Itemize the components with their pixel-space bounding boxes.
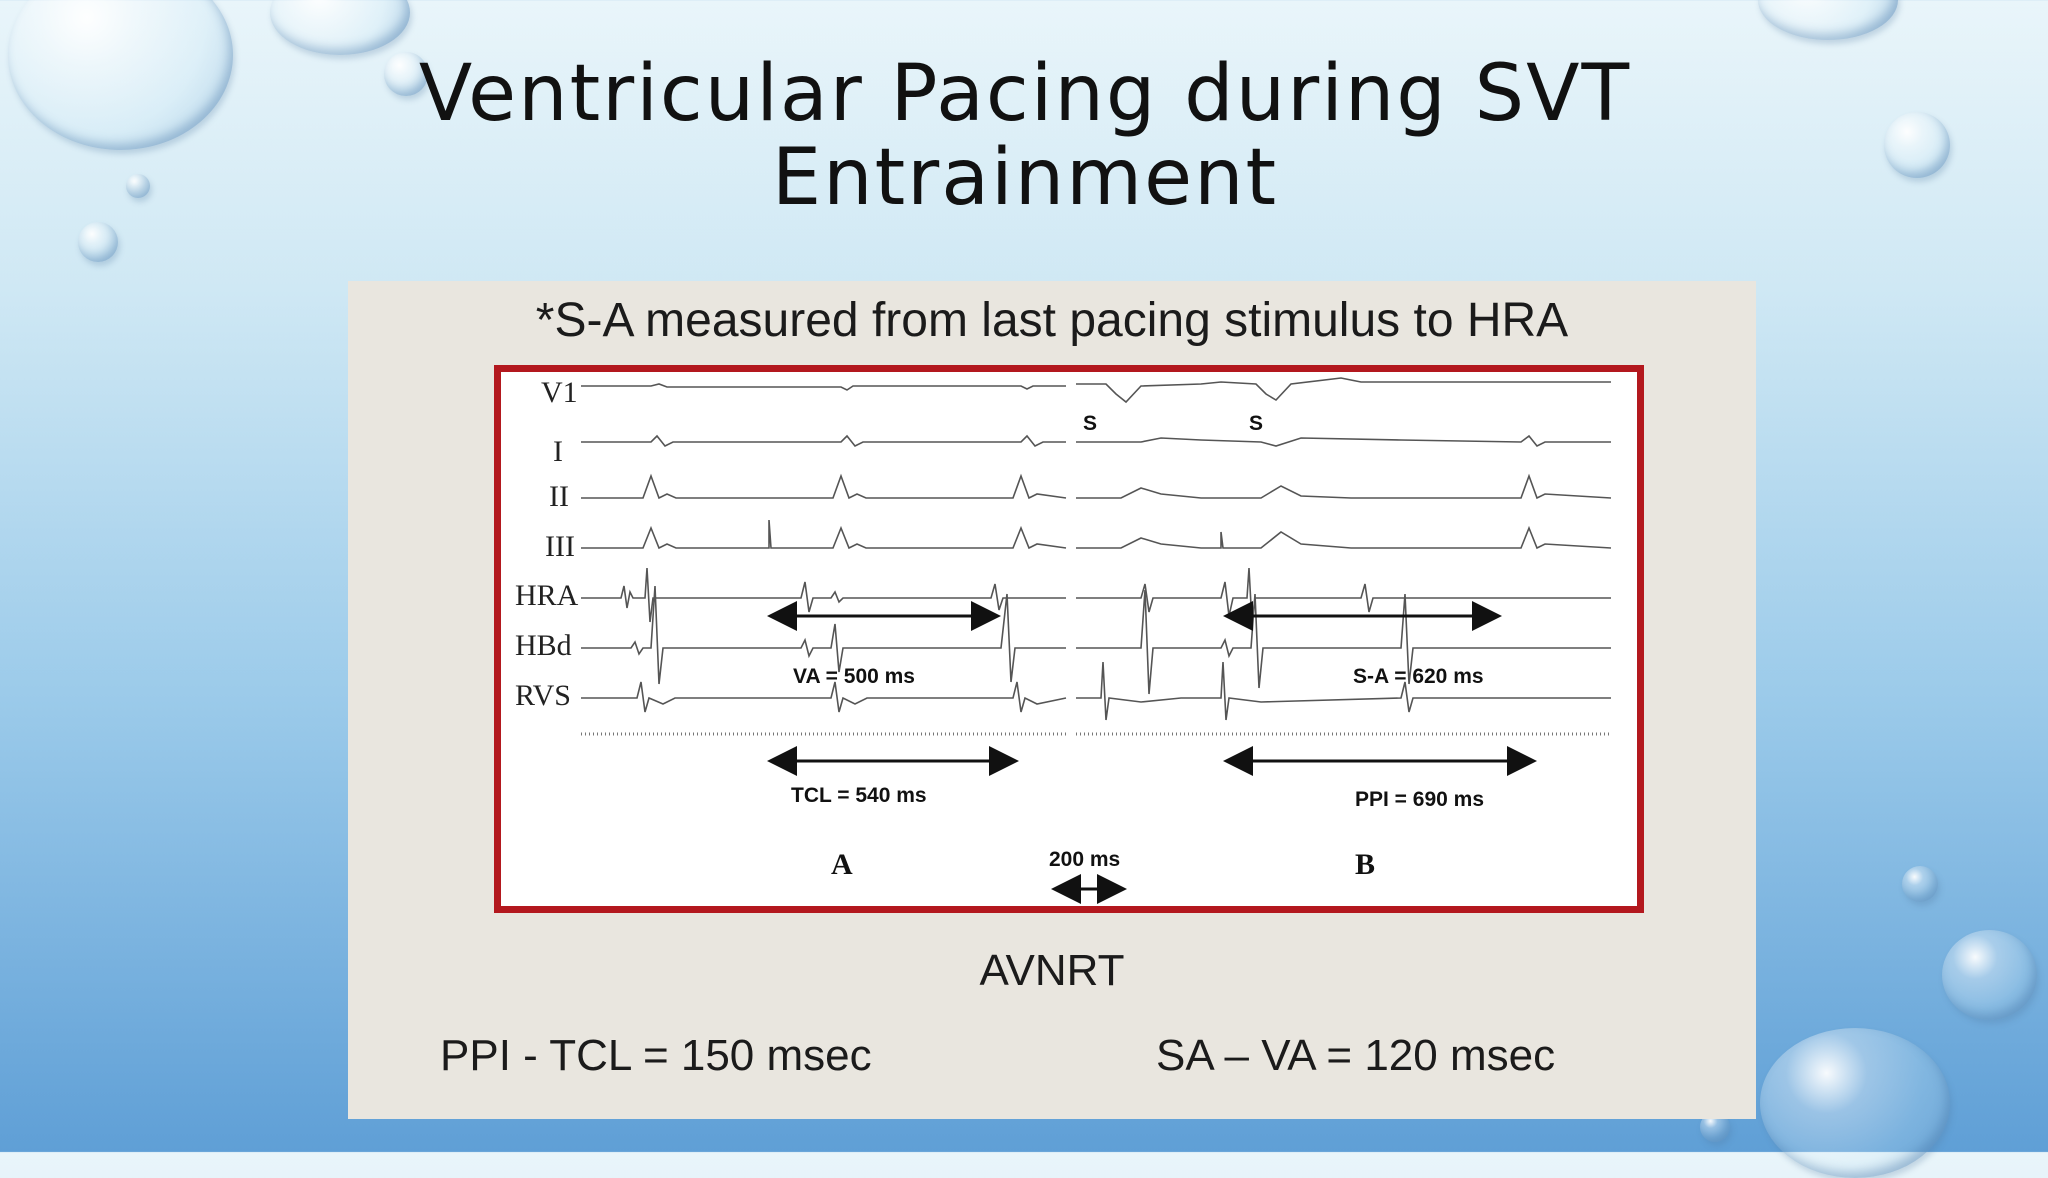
intracardiac-tracing-frame: V1 I II III HRA HBd RVS S S xyxy=(494,365,1644,913)
water-drop-decoration xyxy=(1942,930,2037,1020)
va-measurement: VA = 500 ms xyxy=(793,665,915,688)
trace-i xyxy=(581,434,1611,448)
diagnosis-label: AVNRT xyxy=(979,946,1125,995)
water-drop-decoration xyxy=(1760,1028,1950,1178)
slide-title-line-1: Ventricular Pacing during SVT xyxy=(418,49,1632,139)
lead-label-i: I xyxy=(553,435,563,468)
stimulus-marker: S xyxy=(1083,412,1097,435)
trace-ii xyxy=(581,473,1612,500)
water-drop-decoration xyxy=(1758,0,1898,40)
stimulus-marker: S xyxy=(1249,412,1263,435)
lead-label-hra: HRA xyxy=(515,579,579,612)
lead-label-hbd: HBd xyxy=(515,629,572,662)
water-drop-decoration xyxy=(8,0,233,150)
ecg-figure-panel: *S-A measured from last pacing stimulus … xyxy=(348,281,1756,1119)
sa-measurement: S-A = 620 ms xyxy=(1353,665,1484,688)
water-drop-decoration xyxy=(126,174,150,198)
lead-label-ii: II xyxy=(549,480,569,513)
water-drop-decoration xyxy=(1902,866,1938,902)
ppi-measurement: PPI = 690 ms xyxy=(1355,788,1484,811)
water-drop-decoration xyxy=(78,222,118,262)
slide-title: Ventricular Pacing during SVT Entrainmen… xyxy=(340,52,1710,220)
time-scale-label: 200 ms xyxy=(1049,848,1120,871)
tcl-measurement: TCL = 540 ms xyxy=(791,784,927,807)
water-drop-decoration xyxy=(1884,112,1950,178)
trace-hra xyxy=(581,567,1611,625)
panel-letter-a: A xyxy=(831,848,853,881)
trace-iii xyxy=(581,519,1612,550)
water-drop-decoration xyxy=(270,0,410,55)
ppi-tcl-formula: PPI - TCL = 150 msec xyxy=(440,1031,872,1080)
sa-va-formula: SA – VA = 120 msec xyxy=(1156,1031,1556,1080)
panel-letter-b: B xyxy=(1355,848,1375,881)
intracardiac-tracing: V1 I II III HRA HBd RVS S S xyxy=(515,376,1612,904)
slide-title-line-2: Entrainment xyxy=(771,133,1279,223)
trace-v1 xyxy=(581,377,1611,404)
lead-label-iii: III xyxy=(545,530,575,563)
figure-caption: *S-A measured from last pacing stimulus … xyxy=(535,294,1569,347)
lead-label-rvs: RVS xyxy=(515,679,571,712)
trace-rvs xyxy=(581,661,1611,721)
water-drop-decoration xyxy=(384,52,428,96)
lead-label-v1: V1 xyxy=(541,376,578,409)
